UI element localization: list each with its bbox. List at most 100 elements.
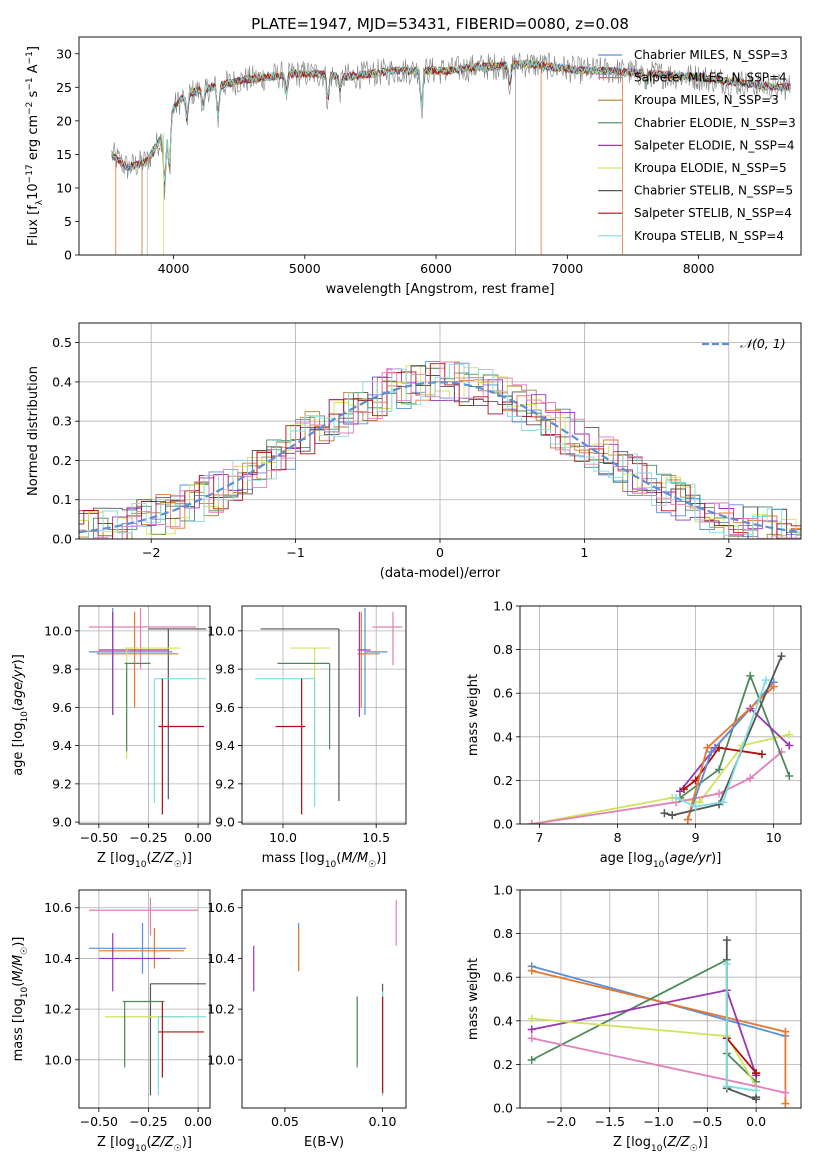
x-tick-label: 5000 [289, 261, 321, 276]
weight-vs-Z-panel: −2.0 −1.5 −1.0 −0.5 0.0 0.0 0.2 0.4 0.6 0.8 1.0 Z [… [466, 883, 802, 1154]
y-tick-label: 30 [56, 46, 72, 61]
weight-marker [722, 936, 731, 945]
y-tick-label: 0.5 [52, 335, 72, 350]
label-part: ( [11, 706, 26, 711]
label-part: 10 [20, 711, 30, 723]
y-tick-label: 1.0 [493, 599, 513, 614]
y-tick-label: 10.4 [44, 951, 72, 966]
y-tick-label: 10.0 [44, 623, 72, 638]
x-tick-label: 0.0 [746, 1114, 766, 1129]
y-tick-label: 20 [56, 113, 72, 128]
errorbar-point [290, 647, 330, 761]
weight-marker [746, 774, 755, 783]
label-part: Z [log [97, 1135, 135, 1150]
x-axis-label: Z [log10(Z/Z☉)] [97, 851, 192, 870]
weight-marker [769, 682, 778, 691]
x-tick-label: −0.25 [129, 1114, 167, 1129]
weight-marker [777, 652, 786, 661]
legend-label: Kroupa ELODIE, N_SSP=5 [634, 161, 787, 175]
x-tick-label: 8000 [683, 261, 715, 276]
x-tick-label: −0.50 [80, 830, 118, 845]
x-tick-label: −1.5 [595, 1114, 625, 1129]
weight-marker [781, 1088, 790, 1097]
figure-title: PLATE=1947, MJD=53431, FIBERID=0080, z=0… [251, 15, 629, 33]
x-axis-label: wavelength [Angstrom, rest frame] [326, 282, 555, 297]
residual-histogram [79, 363, 801, 539]
legend-label: Salpeter ELODIE, N_SSP=4 [634, 138, 795, 152]
residual-hists [79, 361, 801, 539]
x-tick-label: 1 [580, 545, 588, 560]
y-tick-label: 0 [64, 248, 72, 263]
weight-marker [752, 1086, 761, 1095]
label-part: −1 [25, 77, 35, 90]
y-tick-label: 9.2 [215, 776, 235, 791]
age-vs-Z-panel: −0.50 −0.25 0.009.09.29.49.69.810.0Z [log1… [11, 605, 212, 870]
errorbar-point [148, 628, 207, 800]
legend-label: 𝒩(0, 1) [740, 336, 786, 351]
label-part: M/M [11, 955, 26, 982]
y-tick-label: 9.2 [52, 776, 72, 791]
errorbar-point [275, 678, 306, 815]
axes-frame [78, 889, 211, 1109]
weight-marker [683, 815, 692, 824]
weight-marker [781, 1099, 790, 1108]
y-tick-label: 9.0 [215, 815, 235, 830]
x-tick-label: 10.5 [362, 830, 390, 845]
label-part: Z/Z [151, 851, 175, 866]
label-part: 10 [135, 1144, 147, 1154]
axes-frame [519, 889, 802, 1109]
x-tick-label: −1.0 [643, 1114, 673, 1129]
x-axis-label: Z [log10(Z/Z☉)] [97, 1135, 192, 1154]
y-tick-label: 0.0 [493, 1101, 513, 1116]
errorbar-point [88, 922, 187, 974]
label-part: ( [146, 1135, 151, 1150]
label-part: 10 [325, 860, 337, 870]
label-part: age [log [600, 851, 653, 866]
label-part: ( [662, 1135, 667, 1150]
y-tick-label: 10 [56, 180, 72, 195]
y-tick-label: 10.0 [207, 623, 235, 638]
weight-marker [785, 741, 794, 750]
errorbars [88, 897, 207, 1096]
y-axis-label: mass weight [466, 674, 481, 756]
axes-frame [78, 605, 211, 825]
gaussian-curve [79, 381, 799, 534]
x-tick-label: 7000 [551, 261, 583, 276]
y-tick-label: 10.2 [207, 1002, 235, 1017]
y-tick-label: 10.4 [207, 951, 235, 966]
weight-marker [781, 1027, 790, 1036]
label-part: )] [11, 937, 26, 947]
x-tick-label: −0.5 [692, 1114, 722, 1129]
y-axis-label: mass [log10(M/M☉)] [11, 937, 30, 1062]
spectrum-panel: 4000 5000 6000 7000 8000 0 5 10 15 20 25 30 waveleng… [25, 36, 802, 297]
y-tick-label: 0.6 [493, 686, 513, 701]
axes-frame [241, 889, 407, 1109]
errorbar-point [124, 662, 151, 752]
y-axis-label: Flux [fλ10−17 erg cm−2 s−1 A−1] [25, 46, 45, 246]
weight-line [725, 940, 757, 1101]
y-tick-label: 0.8 [493, 642, 513, 657]
weight-marker [715, 743, 724, 752]
weight-marker [722, 960, 731, 969]
y-axis-label: Normed distribution [26, 366, 41, 496]
y-tick-label: 0.2 [493, 1057, 513, 1072]
y-tick-label: 0.1 [52, 492, 72, 507]
spectrum-lines [111, 52, 791, 255]
label-part: −2 [25, 102, 35, 115]
errorbar-point [122, 1000, 165, 1068]
x-axis-label: Z [log10(Z/Z☉)] [613, 1135, 708, 1154]
weight-marker [527, 966, 536, 975]
label-part: Z [log [97, 851, 135, 866]
label-part: ] [26, 46, 41, 51]
residual-histogram [79, 361, 801, 539]
errorbar-point [124, 647, 181, 759]
errorbar-point [277, 662, 331, 750]
y-tick-label: 25 [56, 80, 72, 95]
errorbar-point [357, 611, 371, 717]
x-tick-label: 9 [692, 830, 700, 845]
weight-marker [707, 748, 716, 757]
label-part: )] [711, 851, 721, 866]
